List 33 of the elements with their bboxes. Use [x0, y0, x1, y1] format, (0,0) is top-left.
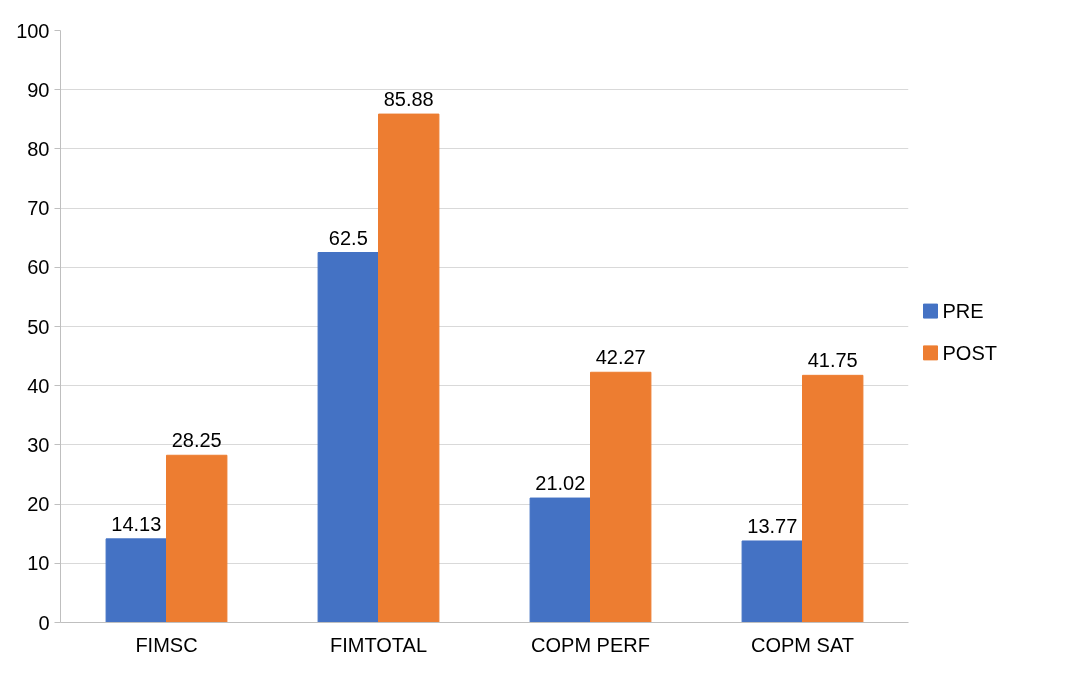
y-tick-label: 90: [27, 78, 50, 101]
data-label: 42.27: [595, 346, 646, 369]
bar: [802, 374, 864, 623]
data-label: 85.88: [383, 88, 434, 111]
y-tick-label: 20: [27, 493, 50, 516]
bar: [529, 497, 591, 623]
data-label: 13.77: [747, 514, 798, 537]
bar: [317, 252, 379, 623]
x-tick-label: FIMSC: [135, 633, 198, 656]
y-tick-label: 0: [38, 611, 50, 634]
legend-label: PRE: [942, 300, 984, 323]
data-label: 21.02: [535, 472, 586, 495]
y-tick-label: 40: [27, 374, 50, 397]
data-label: 28.25: [171, 429, 222, 452]
data-label: 62.5: [328, 226, 368, 249]
y-tick-label: 60: [27, 256, 50, 279]
legend-label: POST: [942, 341, 997, 364]
x-tick-label: COPM SAT: [751, 633, 854, 656]
y-tick-label: 70: [27, 197, 50, 220]
y-tick-label: 10: [27, 552, 50, 575]
y-tick-label: 30: [27, 433, 50, 456]
x-tick-label: FIMTOTAL: [329, 633, 428, 656]
bar: [741, 540, 803, 623]
bar: [378, 113, 440, 623]
data-label: 41.75: [807, 349, 858, 372]
bar: [166, 454, 228, 623]
bar: [590, 371, 652, 623]
x-tick-label: COPM PERF: [531, 633, 650, 656]
data-label: 14.13: [111, 512, 162, 535]
bar: [105, 538, 167, 623]
y-tick-label: 80: [27, 137, 50, 160]
y-tick-label: 50: [27, 315, 50, 338]
y-tick-label: 100: [16, 19, 50, 42]
